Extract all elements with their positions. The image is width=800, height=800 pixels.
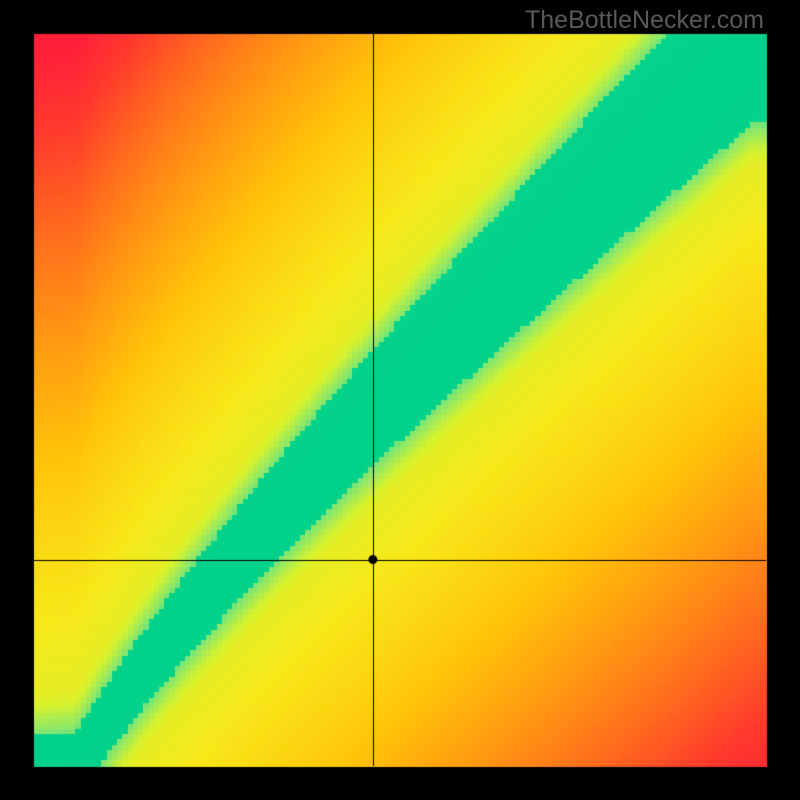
bottleneck-heatmap [0, 0, 800, 800]
watermark-label: TheBottleNecker.com [525, 6, 764, 35]
chart-container: TheBottleNecker.com [0, 0, 800, 800]
